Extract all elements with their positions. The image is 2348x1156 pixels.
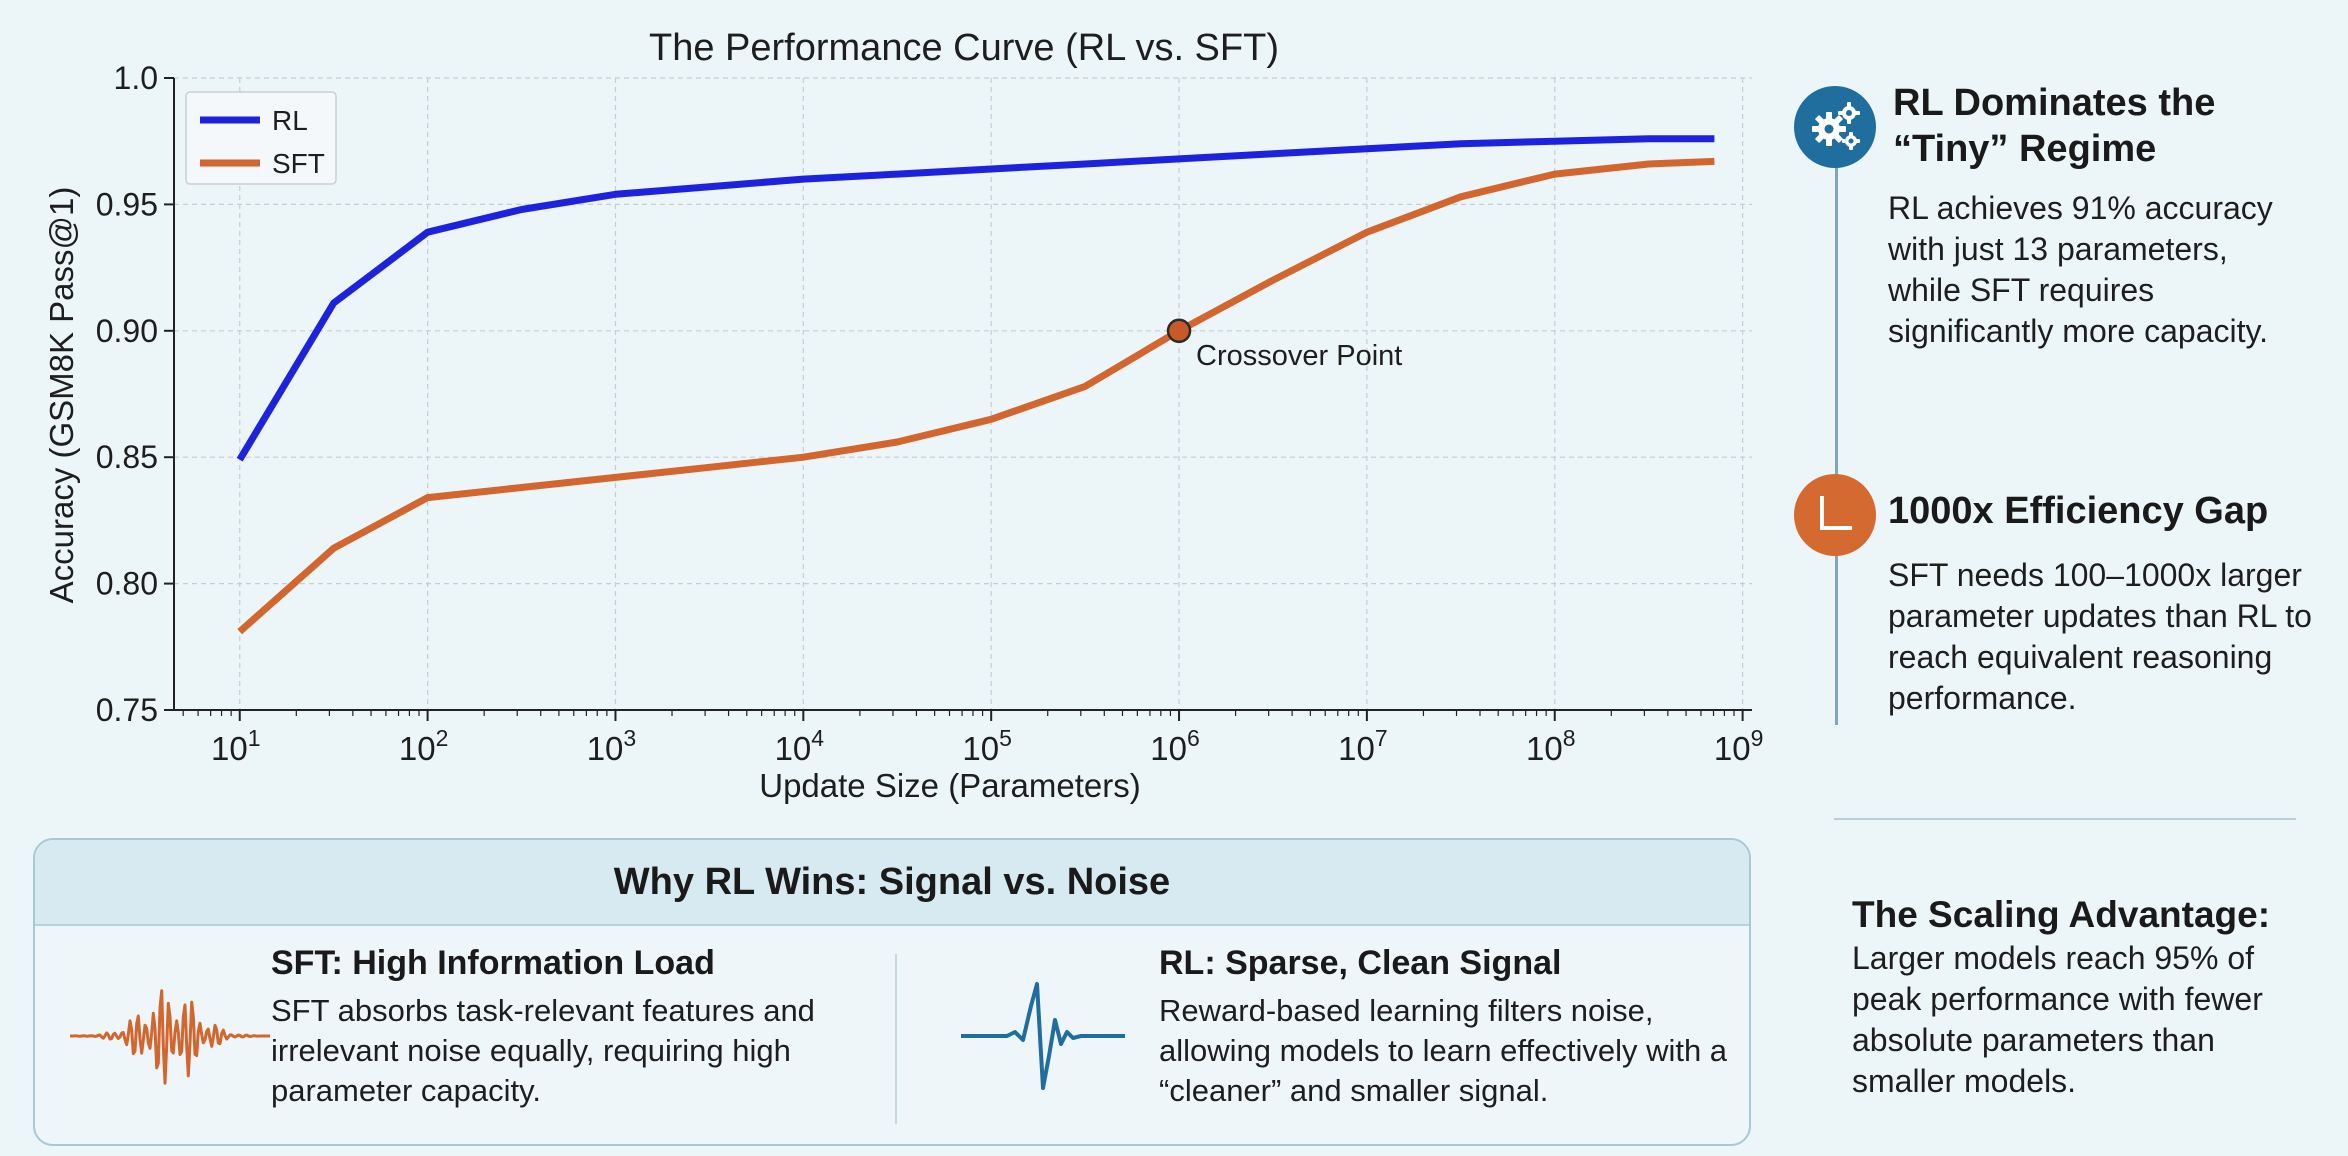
sidebar-text-rl-dominates: RL achieves 91% accuracy with just 13 pa…: [1888, 190, 2273, 349]
sft-column: SFT: High Information Load SFT absorbs t…: [271, 944, 871, 1111]
column-divider: [895, 954, 897, 1124]
scaling-title: The Scaling Advantage:: [1852, 894, 2271, 935]
rl-column: RL: Sparse, Clean Signal Reward-based le…: [1159, 944, 1739, 1111]
y-tick-label-0: 0.75: [96, 692, 158, 728]
sft-text: SFT absorbs task-relevant features and i…: [271, 993, 815, 1108]
y-tick-label-1: 0.80: [96, 566, 158, 602]
sidebar-timeline: [1835, 155, 1838, 725]
sidebar-title-rl-dominates: RL Dominates the “Tiny” Regime: [1893, 82, 2216, 170]
chart-title: The Performance Curve (RL vs. SFT): [649, 27, 1279, 69]
x-tick-label-7: 108: [1526, 725, 1576, 767]
x-tick-label-3: 104: [775, 725, 825, 767]
y-tick-label-4: 0.95: [96, 186, 158, 222]
legend-label-sft: SFT: [272, 148, 325, 179]
clean-pulse-icon: [961, 982, 1125, 1090]
rl-text: Reward-based learning filters noise, all…: [1159, 993, 1728, 1108]
sidebar-title-efficiency-gap: 1000x Efficiency Gap: [1888, 490, 2269, 532]
legend-label-rl: RL: [272, 105, 308, 136]
crossover-point-marker: [1166, 318, 1192, 344]
x-tick-label-2: 103: [587, 725, 637, 767]
performance-chart: The Performance Curve (RL vs. SFT) 101 10…: [43, 27, 1764, 804]
x-tick-label-4: 105: [962, 725, 1012, 767]
x-axis-label: Update Size (Parameters): [759, 767, 1140, 804]
scaling-text: Larger models reach 95% of peak performa…: [1852, 940, 2263, 1099]
x-tick-label-5: 106: [1150, 725, 1200, 767]
sidebar-text-efficiency-gap: SFT needs 100–1000x larger parameter upd…: [1888, 557, 2312, 716]
chart-legend: RL SFT: [185, 91, 337, 185]
chart-annotations: Crossover Point: [1166, 318, 1402, 372]
y-tick-label-5: 1.0: [114, 60, 158, 96]
noisy-wave-icon: [70, 989, 270, 1085]
sidebar-divider: [1834, 818, 2296, 820]
x-tick-label-1: 102: [399, 725, 449, 767]
signal-vs-noise-panel: Why RL Wins: Signal vs. Noise SFT: High …: [33, 838, 1751, 1146]
x-tick-label-8: 109: [1714, 725, 1764, 767]
series-line-sft: [237, 157, 1715, 635]
crossover-point-label: Crossover Point: [1196, 340, 1402, 372]
chart-series: [236, 135, 1715, 635]
sft-heading: SFT: High Information Load: [271, 944, 715, 982]
series-line-rl: [236, 135, 1715, 462]
gears-icon: [1794, 86, 1876, 168]
x-tick-label-6: 107: [1338, 725, 1388, 767]
y-tick-label-3: 0.90: [96, 313, 158, 349]
signal-panel-title: Why RL Wins: Signal vs. Noise: [35, 840, 1749, 926]
y-axis-label: Accuracy (GSM8K Pass@1): [43, 187, 80, 604]
rl-heading: RL: Sparse, Clean Signal: [1159, 944, 1562, 982]
corner-bracket-icon: [1794, 474, 1876, 556]
chart-axes: 101 102 103 104 105 106 107 108 109 0.75 0.80 0.85 0…: [96, 60, 1764, 767]
x-tick-label-0: 101: [211, 725, 261, 767]
y-tick-label-2: 0.85: [96, 439, 158, 475]
